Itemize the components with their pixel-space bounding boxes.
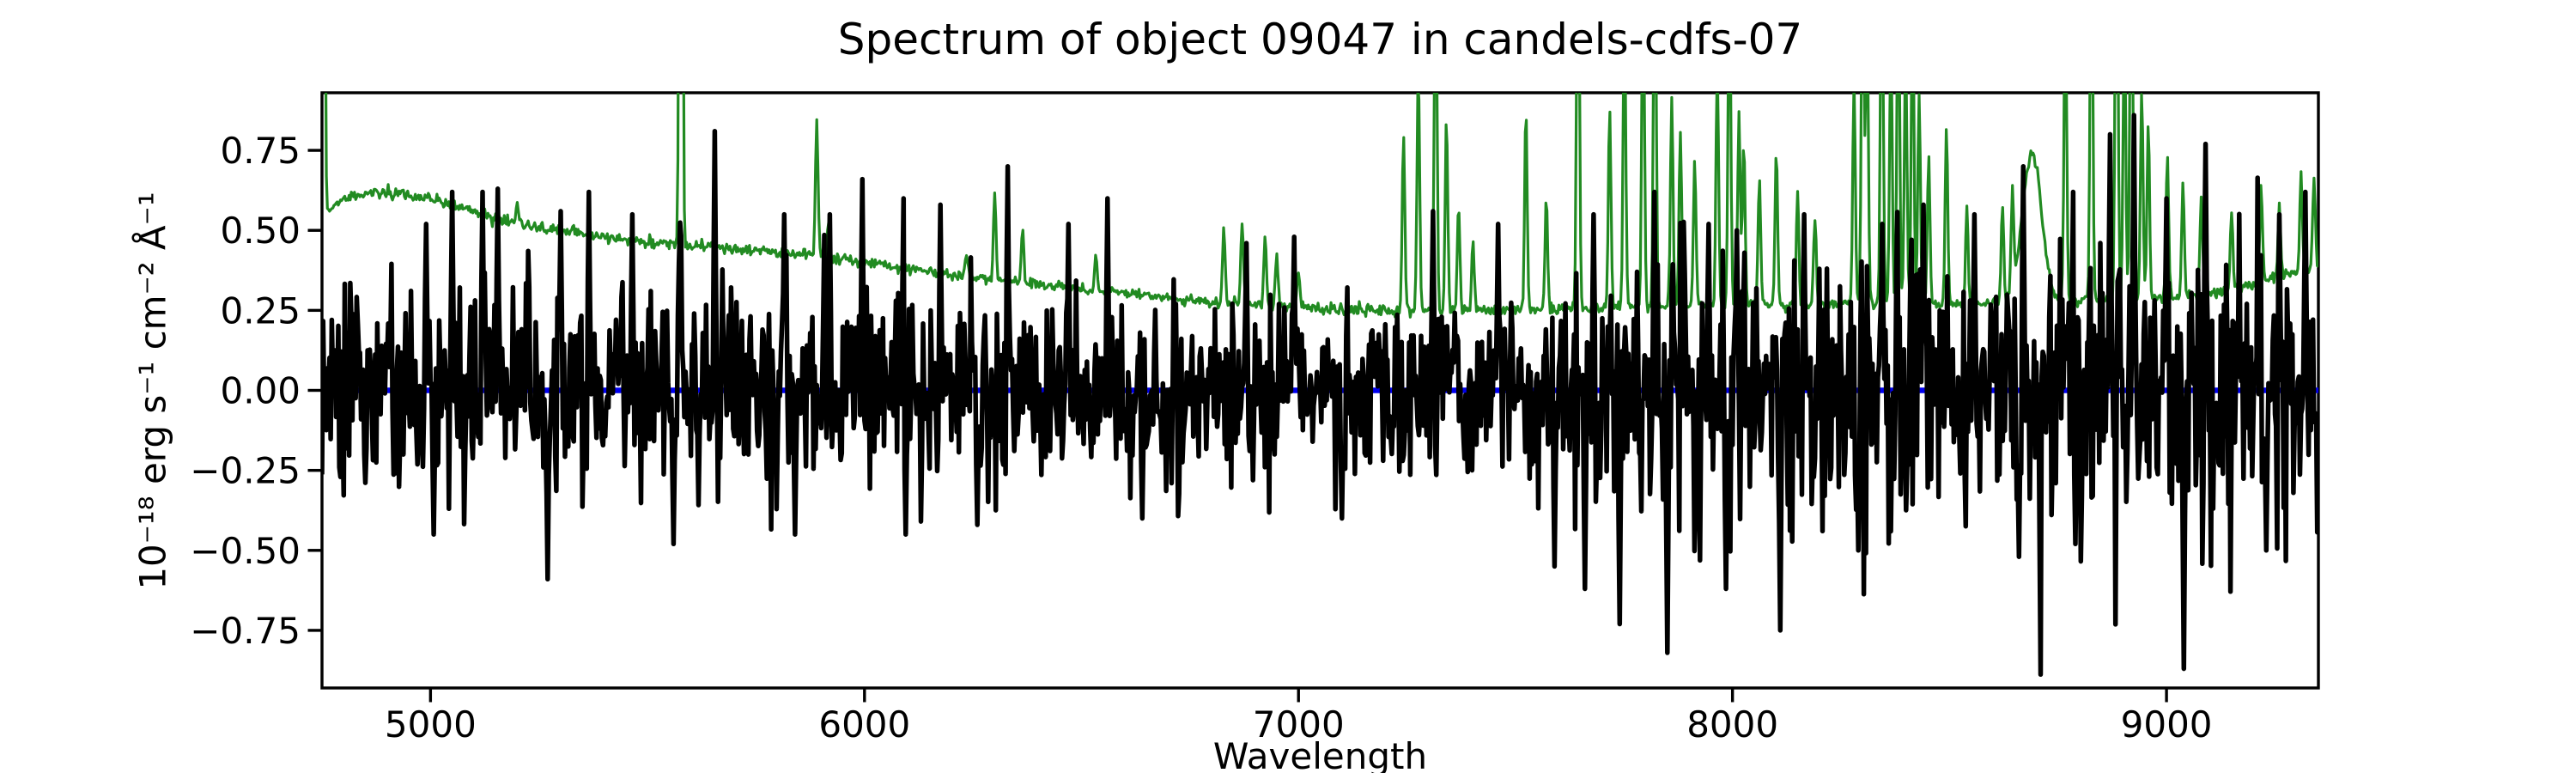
x-tick-label: 7000 [1253, 703, 1345, 746]
y-tick-label: 0.50 [220, 210, 301, 252]
y-tick-label: −0.75 [190, 610, 301, 652]
noise-spectrum [324, 93, 2318, 319]
y-tick-label: 0.75 [220, 130, 301, 172]
y-tick-label: 0.00 [220, 370, 301, 412]
y-tick-label: −0.25 [190, 450, 301, 492]
x-tick-label: 6000 [818, 703, 910, 746]
y-tick-label: −0.50 [190, 530, 301, 572]
x-tick-label: 9000 [2121, 703, 2213, 746]
y-tick-label: 0.25 [220, 289, 301, 332]
x-axis-label: Wavelength [1212, 735, 1428, 773]
flux-spectrum [322, 113, 2318, 678]
x-tick-label: 5000 [385, 703, 477, 746]
y-axis-label: 10⁻¹⁸ erg s⁻¹ cm⁻² Å⁻¹ [131, 192, 174, 590]
x-tick-label: 8000 [1686, 703, 1778, 746]
plot-title: Spectrum of object 09047 in candels-cdfs… [837, 15, 1803, 64]
